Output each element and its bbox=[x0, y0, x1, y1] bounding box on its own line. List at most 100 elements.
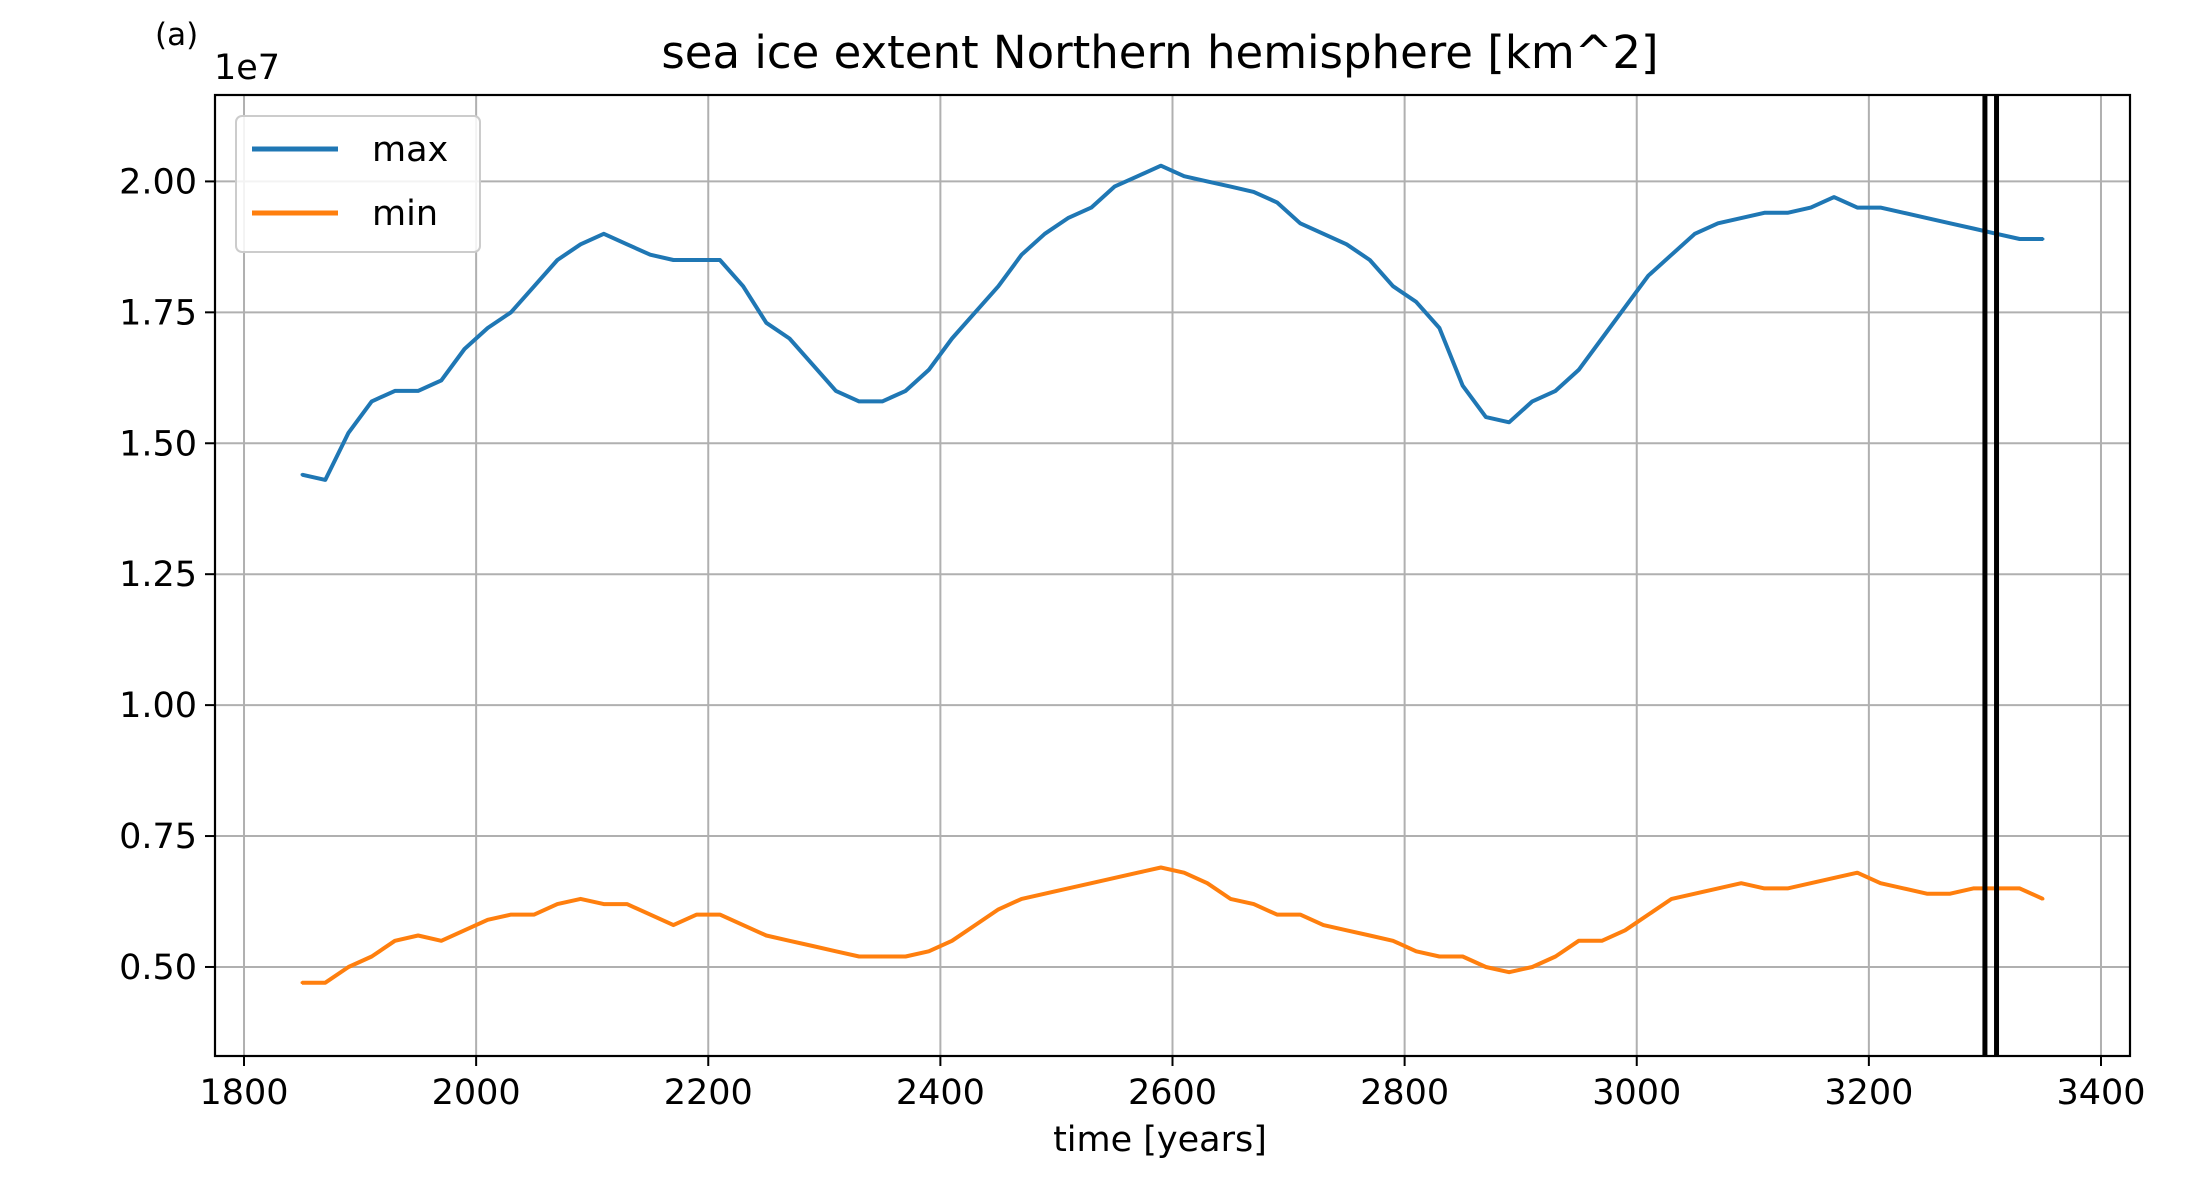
data-point-min bbox=[1600, 939, 1604, 943]
data-point-max bbox=[2018, 237, 2022, 241]
data-point-min bbox=[1321, 923, 1325, 927]
data-point-min bbox=[741, 923, 745, 927]
data-point-max bbox=[1437, 326, 1441, 330]
data-point-max bbox=[2041, 237, 2045, 241]
data-point-max bbox=[1252, 190, 1256, 194]
data-point-max bbox=[695, 258, 699, 262]
data-point-max bbox=[393, 389, 397, 393]
data-point-min bbox=[1298, 913, 1302, 917]
data-point-max bbox=[788, 337, 791, 341]
data-point-max bbox=[1786, 211, 1790, 215]
data-point-max bbox=[555, 258, 559, 262]
data-point-min bbox=[370, 954, 374, 958]
data-point-max bbox=[1345, 242, 1349, 246]
y-tick-label: 1.50 bbox=[119, 424, 197, 464]
data-point-max bbox=[1089, 206, 1093, 210]
data-point-max bbox=[486, 326, 490, 330]
data-point-min bbox=[950, 939, 954, 943]
data-point-max bbox=[370, 399, 374, 403]
data-point-max bbox=[1321, 232, 1325, 236]
data-point-max bbox=[1112, 185, 1116, 189]
data-point-max bbox=[1298, 221, 1302, 225]
data-point-min bbox=[1623, 928, 1627, 932]
data-point-min bbox=[463, 928, 467, 932]
data-point-min bbox=[300, 981, 304, 985]
data-point-min bbox=[1020, 897, 1024, 901]
data-point-max bbox=[880, 399, 884, 403]
data-point-min bbox=[904, 954, 908, 958]
data-point-min bbox=[1089, 881, 1093, 885]
data-point-min bbox=[1554, 954, 1557, 958]
data-point-min bbox=[857, 954, 861, 958]
data-point-max bbox=[1020, 253, 1024, 257]
data-point-max bbox=[671, 258, 675, 262]
x-tick-label: 2800 bbox=[1360, 1073, 1449, 1113]
data-point-min bbox=[346, 965, 350, 969]
data-point-max bbox=[1530, 399, 1534, 403]
grid bbox=[215, 95, 2130, 1056]
data-point-min bbox=[695, 913, 699, 917]
data-point-max bbox=[1600, 337, 1604, 341]
data-point-min bbox=[1902, 886, 1906, 890]
x-axis-ticks: 1800 2000 2200 2400 2600 2800 3000 3200 3400 bbox=[199, 1056, 2146, 1113]
data-point-min bbox=[764, 934, 768, 938]
chart-title: sea ice extent Northern hemisphere [km^2… bbox=[661, 26, 1658, 79]
data-point-min bbox=[1345, 928, 1349, 932]
data-point-min bbox=[486, 918, 490, 922]
data-point-min bbox=[1925, 892, 1929, 896]
data-point-max bbox=[811, 363, 815, 367]
data-point-min bbox=[555, 902, 559, 906]
data-point-max bbox=[1182, 174, 1186, 178]
x-tick-label: 3400 bbox=[2056, 1073, 2145, 1113]
data-point-min bbox=[1716, 886, 1720, 890]
data-point-max bbox=[764, 321, 768, 325]
data-point-max bbox=[1739, 216, 1743, 220]
data-point-max bbox=[1554, 389, 1557, 393]
data-point-min bbox=[1229, 897, 1233, 901]
x-tick-label: 3200 bbox=[1824, 1073, 1913, 1113]
data-point-min bbox=[648, 913, 652, 917]
data-point-max bbox=[741, 284, 745, 288]
series-line-min bbox=[302, 865, 2044, 985]
data-point-min bbox=[718, 913, 722, 917]
y-tick-label: 0.75 bbox=[119, 817, 197, 857]
data-point-max bbox=[579, 242, 583, 246]
data-point-min bbox=[1670, 897, 1674, 901]
data-point-min bbox=[1577, 939, 1581, 943]
data-point-min bbox=[788, 939, 791, 943]
data-point-min bbox=[996, 907, 1000, 911]
data-point-max bbox=[346, 431, 350, 435]
data-point-max bbox=[857, 399, 861, 403]
data-point-max bbox=[1670, 253, 1674, 257]
data-point-min bbox=[1948, 892, 1952, 896]
data-point-min bbox=[1786, 886, 1790, 890]
data-point-max bbox=[1832, 195, 1836, 199]
data-point-max bbox=[1159, 164, 1163, 168]
data-point-max bbox=[1391, 284, 1395, 288]
data-point-min bbox=[393, 939, 397, 943]
data-point-max bbox=[904, 389, 908, 393]
data-point-min bbox=[1066, 886, 1070, 890]
data-point-min bbox=[323, 981, 327, 985]
data-point-min bbox=[532, 913, 536, 917]
data-point-max bbox=[1043, 232, 1047, 236]
data-point-max bbox=[300, 473, 304, 477]
data-point-max bbox=[1461, 384, 1465, 388]
data-point-max bbox=[648, 253, 652, 257]
data-point-min bbox=[1762, 886, 1766, 890]
data-point-min bbox=[625, 902, 629, 906]
data-point-min bbox=[416, 934, 420, 938]
data-point-max bbox=[1577, 368, 1581, 372]
data-point-max bbox=[973, 310, 977, 314]
data-point-max bbox=[718, 258, 722, 262]
data-point-max bbox=[463, 347, 467, 351]
data-point-max bbox=[1878, 206, 1882, 210]
data-point-max bbox=[1971, 227, 1975, 231]
plot-area bbox=[300, 163, 2045, 985]
data-point-max bbox=[1855, 206, 1859, 210]
y-tick-label: 1.75 bbox=[119, 293, 197, 333]
x-axis-label: time [years] bbox=[1053, 1120, 1267, 1160]
data-point-max bbox=[1205, 179, 1209, 183]
data-point-max bbox=[1368, 258, 1372, 262]
